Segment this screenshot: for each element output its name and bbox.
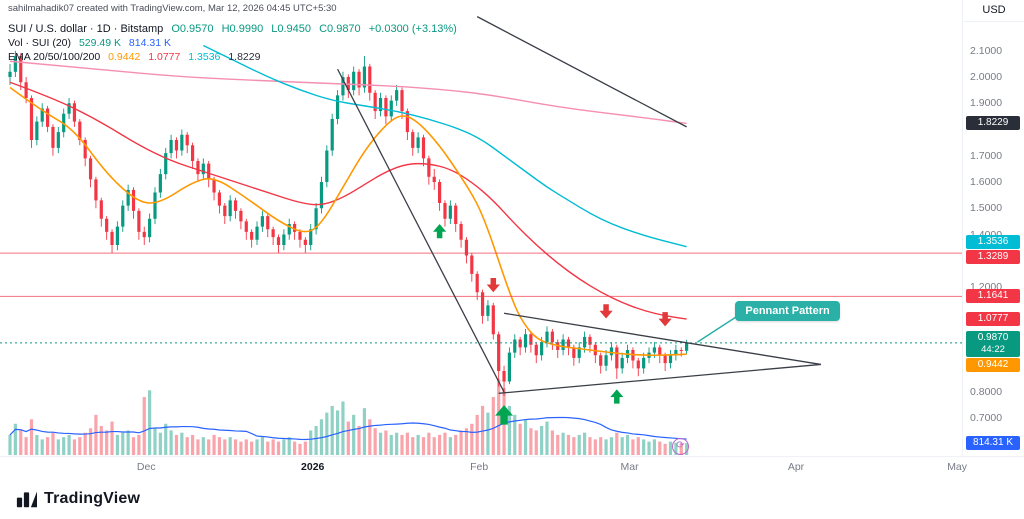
support-badge: 1.1641: [966, 289, 1020, 304]
ema-legend-row[interactable]: EMA 20/50/100/200 0.9442 1.0777 1.3536 1…: [8, 50, 462, 64]
ema100-line: [203, 44, 687, 248]
ohlc-open: O0.9570: [171, 23, 214, 35]
attribution-text: sahilmahadik07 created with TradingView.…: [8, 3, 337, 14]
ohlc-low: L0.9450: [271, 23, 312, 35]
price-tick-label: 0.8000: [970, 386, 1003, 398]
price-tick-label: 0.7000: [970, 412, 1003, 425]
price-axis[interactable]: USD 2.1000 2.0000 1.9000 1.7000 1.6000 1.5000…: [962, 0, 1024, 456]
up-arrow-marker[interactable]: [433, 224, 447, 239]
tradingview-wordmark: TradingView: [44, 489, 141, 507]
ema200-value: 1.8229: [228, 51, 261, 63]
ohlc-change: +0.0300 (+3.13%): [368, 23, 457, 35]
footer: TradingView: [0, 478, 1024, 519]
volume-legend-row[interactable]: Vol · SUI (20) 529.49 K 814.31 K: [8, 36, 462, 50]
ema20-line: [9, 86, 687, 357]
ema20-value: 0.9442: [108, 51, 141, 63]
price-chart-canvas[interactable]: [0, 0, 962, 456]
ohlc-high: H0.9990: [221, 23, 264, 35]
down-arrow-marker[interactable]: [486, 277, 500, 293]
time-axis-label: May: [947, 461, 968, 473]
resistance-badge: 1.3289: [966, 250, 1020, 265]
upper-resistance-trendline[interactable]: [476, 16, 687, 128]
ema20-badge: 0.9442: [966, 358, 1020, 373]
ema100-badge: 1.3536: [966, 234, 1020, 249]
symbol-legend-row[interactable]: SUI / U.S. dollar · 1D · Bitstamp O0.957…: [8, 22, 462, 36]
ema200-badge: 1.8229: [966, 116, 1020, 131]
last-price-badge: 0.9870 44:22: [966, 330, 1020, 357]
volume-layer: [8, 379, 689, 455]
volume-value: 529.49 K: [78, 37, 121, 49]
up-arrow-marker[interactable]: [495, 405, 514, 425]
up-arrow-marker[interactable]: [610, 389, 624, 404]
time-axis-label: Dec: [136, 461, 156, 473]
tradingview-logo[interactable]: TradingView: [16, 488, 140, 509]
price-tick-label: 1.9000: [970, 97, 1003, 110]
symbol-title[interactable]: SUI / U.S. dollar · 1D · Bitstamp: [8, 23, 164, 35]
volume-ma-line: [9, 416, 687, 441]
volume-indicator-label[interactable]: Vol · SUI (20): [8, 37, 72, 49]
chart-legend: SUI / U.S. dollar · 1D · Bitstamp O0.957…: [8, 22, 462, 64]
price-tick-label: 1.5000: [970, 202, 1003, 215]
ema50-value: 1.0777: [148, 51, 181, 63]
ema50-badge: 1.0777: [966, 312, 1020, 327]
ema-indicator-label[interactable]: EMA 20/50/100/200: [8, 51, 101, 63]
tradingview-logo-icon: [16, 491, 37, 508]
volume-ma-badge: 814.31 K: [966, 436, 1020, 450]
candlestick-layer: [8, 50, 689, 396]
price-tick-label: 2.1000: [970, 44, 1003, 57]
price-tick-label: 1.7000: [970, 149, 1003, 162]
time-axis[interactable]: Dec 2026 Feb Mar Apr May: [0, 456, 1024, 479]
price-tick-label: 2.0000: [970, 71, 1003, 83]
volume-ma-value: 814.31 K: [128, 37, 171, 49]
ema50-line: [9, 81, 687, 320]
time-axis-label: Feb: [470, 461, 489, 473]
down-arrow-marker[interactable]: [599, 304, 613, 319]
impulse-trendline[interactable]: [336, 68, 505, 393]
ohlc-close: C0.9870: [319, 23, 361, 35]
ema200-line: [9, 60, 687, 125]
pennant-lower-line[interactable]: [498, 363, 821, 394]
pennant-callout-line: [696, 315, 738, 343]
refresh-icon[interactable]: ⟳: [672, 438, 689, 455]
price-tick-label: 1.6000: [970, 176, 1003, 188]
pennant-pattern-label[interactable]: Pennant Pattern: [735, 301, 840, 322]
ema100-value: 1.3536: [188, 51, 221, 63]
currency-label[interactable]: USD: [963, 4, 1024, 22]
pennant-upper-line[interactable]: [503, 312, 821, 366]
time-axis-label: 2026: [301, 461, 325, 473]
down-arrow-marker[interactable]: [658, 312, 672, 327]
time-axis-label: Apr: [787, 461, 805, 473]
time-axis-label: Mar: [620, 461, 639, 473]
